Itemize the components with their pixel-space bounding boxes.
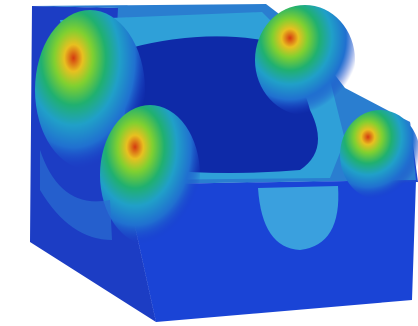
contour-region xyxy=(340,110,418,200)
front-face xyxy=(112,122,416,322)
contour-region xyxy=(255,5,355,115)
contour-region xyxy=(40,150,112,240)
contour-region xyxy=(258,186,339,250)
contour-region xyxy=(100,105,200,245)
